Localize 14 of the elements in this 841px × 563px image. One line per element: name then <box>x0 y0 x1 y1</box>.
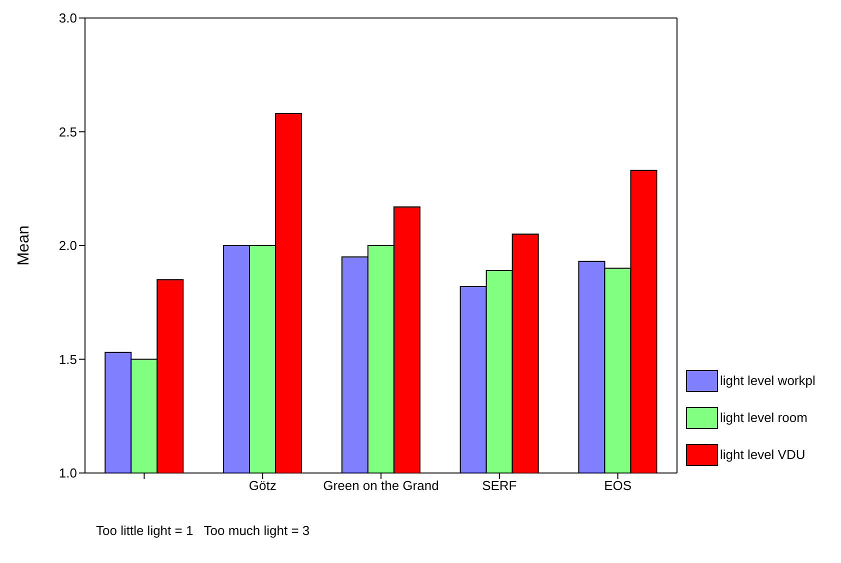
y-tick-label: 1.5 <box>58 352 77 367</box>
y-tick-label: 1.0 <box>58 466 77 481</box>
x-tick-label: Götz <box>248 478 276 494</box>
x-tick-label: SERF <box>482 478 517 494</box>
x-tick-label: Green on the Grand <box>323 478 439 494</box>
y-axis-title: Mean <box>16 225 33 266</box>
y-tick-label: 2.0 <box>58 238 77 254</box>
legend-label: light level room <box>720 410 808 425</box>
y-tick-label: 3.0 <box>58 10 77 26</box>
legend-label: light level VDU <box>720 447 806 462</box>
x-tick-label: EOS <box>604 478 632 494</box>
y-tick-label: 2.5 <box>58 124 77 140</box>
text: Too little light = 1 Too much light = 3 <box>96 523 311 538</box>
legend-label: light level workpl <box>720 373 816 388</box>
